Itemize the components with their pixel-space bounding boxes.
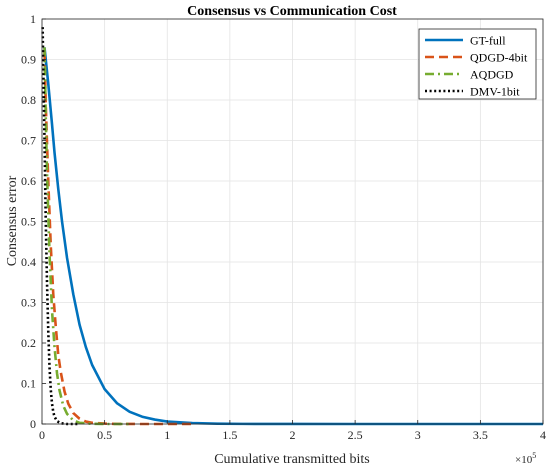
chart-title: Consensus vs Communication Cost bbox=[187, 4, 397, 19]
y-tick-label: 0.2 bbox=[21, 336, 36, 350]
y-tick-label: 0.4 bbox=[21, 255, 36, 269]
y-tick-label: 0.3 bbox=[21, 296, 36, 310]
y-tick-label: 0.8 bbox=[21, 93, 36, 107]
x-tick-label: 2.5 bbox=[348, 428, 363, 442]
legend-label-gt-full: GT-full bbox=[470, 34, 506, 48]
y-axis-label: Consensus error bbox=[5, 175, 20, 266]
x-tick-label: 1.5 bbox=[222, 428, 237, 442]
y-tick-label: 0.6 bbox=[21, 174, 36, 188]
legend-label-dmv-1bit: DMV-1bit bbox=[470, 85, 520, 99]
y-tick-label: 0.7 bbox=[21, 134, 36, 148]
y-tick-label: 0.9 bbox=[21, 53, 36, 67]
ticks: 0 0.5 1 1.5 2 2.5 3 3.5 4 0 0.1 0.2 0.3 0.4 0.5 0.6 0.7 0… bbox=[21, 12, 546, 442]
y-tick-label: 0 bbox=[30, 417, 36, 431]
x-tick-label: 3 bbox=[415, 428, 421, 442]
y-tick-label: 1 bbox=[30, 12, 36, 26]
x-axis-label: Cumulative transmitted bits bbox=[214, 452, 370, 467]
y-tick-label: 0.5 bbox=[21, 215, 36, 229]
x-tick-label: 0 bbox=[39, 428, 45, 442]
x-tick-label: 0.5 bbox=[97, 428, 112, 442]
series-line-aqdgd bbox=[43, 47, 130, 426]
legend: GT-full QDGD-4bit AQDGD DMV-1bit bbox=[418, 28, 537, 100]
x-tick-label: 1 bbox=[164, 428, 170, 442]
legend-label-aqdgd: AQDGD bbox=[470, 68, 514, 82]
x-axis-exponent: ×105 bbox=[515, 451, 536, 466]
y-tick-label: 0.1 bbox=[21, 377, 36, 391]
legend-label-qdgd-4bit: QDGD-4bit bbox=[470, 51, 528, 65]
x-tick-label: 2 bbox=[290, 428, 296, 442]
x-tick-label: 4 bbox=[540, 428, 546, 442]
x-tick-label: 3.5 bbox=[473, 428, 488, 442]
